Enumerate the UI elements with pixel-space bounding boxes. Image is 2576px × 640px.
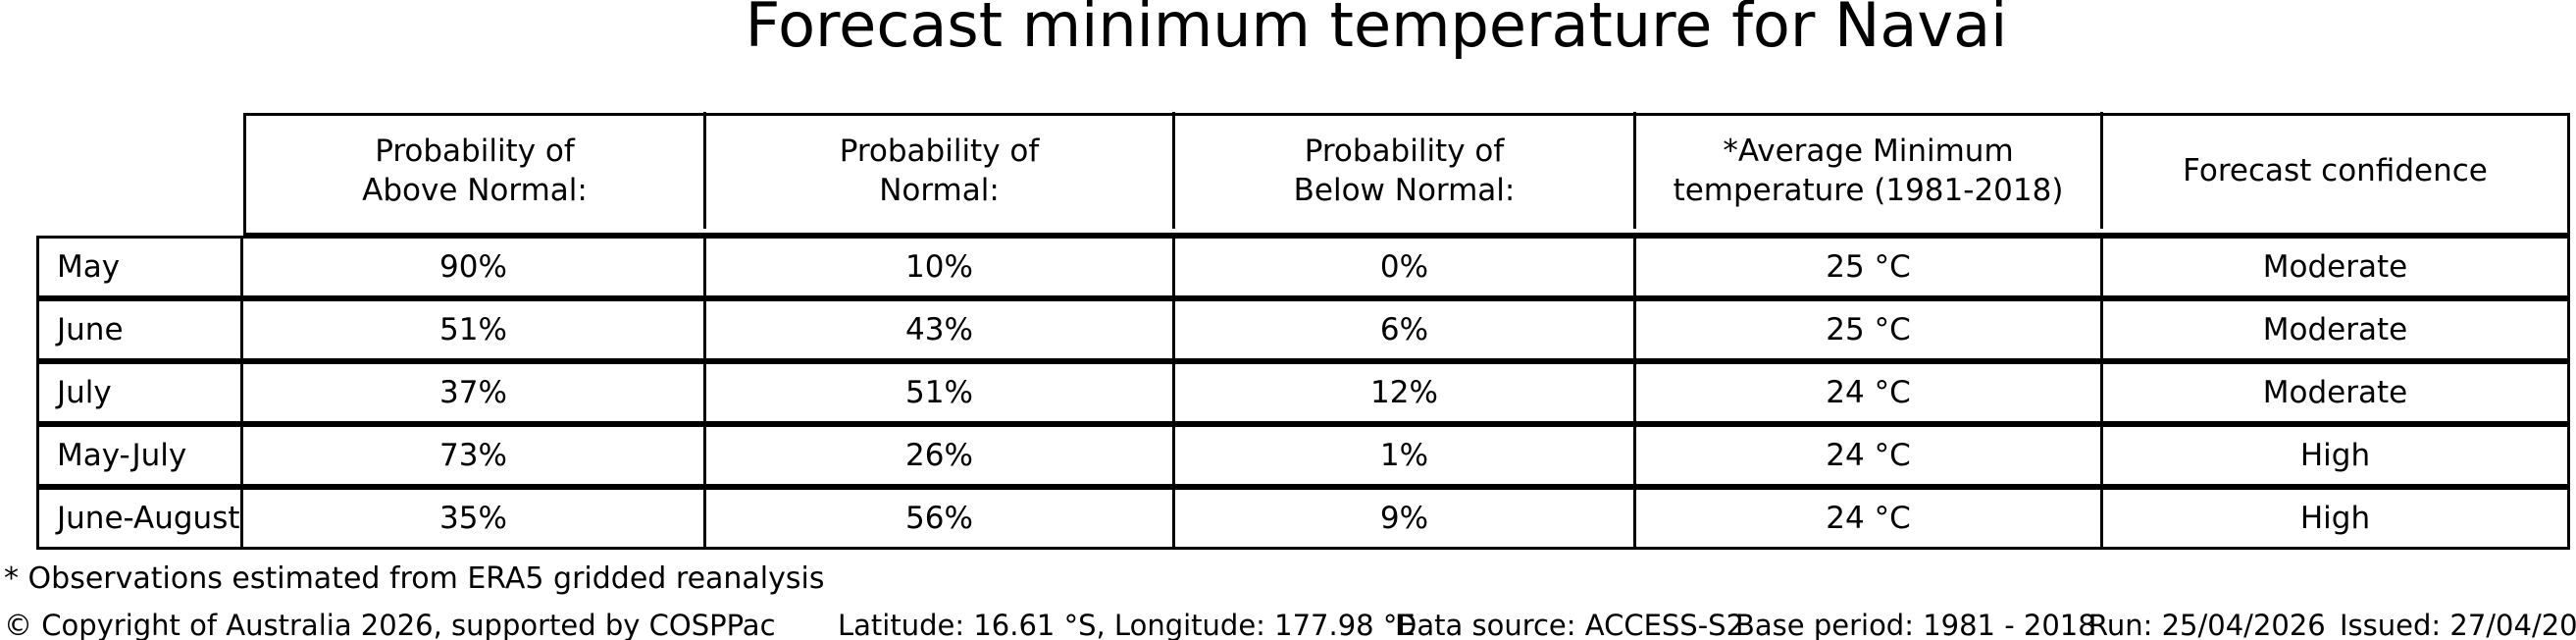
column-header-forecast-confidence: Forecast confidence: [2183, 152, 2488, 188]
table-row: May-July 73% 26% 1% 24 °C High: [36, 424, 2570, 487]
row-label: May: [39, 239, 243, 295]
cell-prob-above: 73%: [243, 427, 706, 484]
cell-prob-above: 35%: [243, 490, 706, 547]
table-row: June-August 35% 56% 9% 24 °C High: [36, 487, 2570, 550]
cell-prob-normal: 56%: [706, 490, 1175, 547]
cell-average-min-temp: 24 °C: [1636, 490, 2103, 547]
cell-average-min-temp: 24 °C: [1636, 364, 2103, 421]
cell-forecast-confidence: High: [2299, 438, 2371, 473]
column-header-average-minimum: *Average Minimum temperature (1981-2018): [1636, 112, 2103, 229]
run-date-text: Run: 25/04/2026: [2088, 609, 2326, 640]
cell-prob-above: 51%: [243, 301, 706, 358]
column-header-normal: Probability of Normal:: [706, 112, 1175, 229]
cell-average-min-temp: 25 °C: [1636, 301, 2103, 358]
cell-prob-normal: 51%: [706, 364, 1175, 421]
cell-prob-below: 12%: [1175, 364, 1636, 421]
cell-forecast-confidence: Moderate: [2262, 249, 2408, 285]
table-row: May 90% 10% 0% 25 °C Moderate: [36, 236, 2570, 298]
location-coordinates: Latitude: 16.61 °S, Longitude: 177.98 °E: [838, 609, 1416, 640]
row-label: July: [39, 364, 243, 421]
table-header-row: Probability of Above Normal: Probability…: [243, 112, 2570, 236]
row-label: May-July: [39, 427, 243, 484]
forecast-table: Probability of Above Normal: Probability…: [36, 112, 2570, 550]
cell-forecast-confidence: Moderate: [2262, 312, 2408, 347]
cell-forecast-confidence: Moderate: [2262, 375, 2408, 410]
cell-prob-below: 1%: [1175, 427, 1636, 484]
observations-footnote: * Observations estimated from ERA5 gridd…: [4, 561, 825, 596]
row-label: June: [39, 301, 243, 358]
cell-prob-normal: 43%: [706, 301, 1175, 358]
table-row: June 51% 43% 6% 25 °C Moderate: [36, 298, 2570, 361]
cell-prob-normal: 10%: [706, 239, 1175, 295]
cell-forecast-confidence: High: [2299, 501, 2371, 536]
cell-prob-above: 90%: [243, 239, 706, 295]
cell-prob-below: 6%: [1175, 301, 1636, 358]
base-period-text: Base period: 1981 - 2018: [1735, 609, 2096, 640]
cell-prob-above: 37%: [243, 364, 706, 421]
cell-prob-normal: 26%: [706, 427, 1175, 484]
row-label: June-August: [39, 490, 243, 547]
cell-prob-below: 0%: [1175, 239, 1636, 295]
cell-prob-below: 9%: [1175, 490, 1636, 547]
page-title: Forecast minimum temperature for Navai: [745, 0, 2008, 61]
data-source-text: Data source: ACCESS-S2: [1395, 609, 1745, 640]
issued-date-text: Issued: 27/04/2026: [2340, 609, 2576, 640]
column-header-above-normal: Probability of Above Normal:: [246, 112, 706, 229]
cell-average-min-temp: 25 °C: [1636, 239, 2103, 295]
column-header-below-normal: Probability of Below Normal:: [1175, 112, 1636, 229]
table-row: July 37% 51% 12% 24 °C Moderate: [36, 361, 2570, 424]
copyright-text: © Copyright of Australia 2026, supported…: [4, 609, 776, 640]
cell-average-min-temp: 24 °C: [1636, 427, 2103, 484]
